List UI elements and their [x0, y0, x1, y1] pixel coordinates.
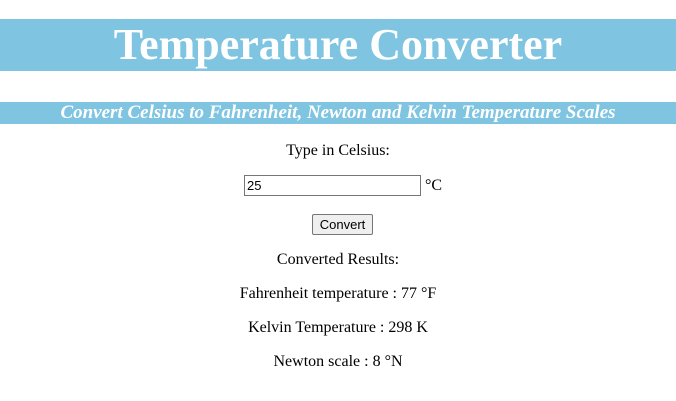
celsius-input-row: °C: [244, 175, 442, 196]
subtitle-banner: Convert Celsius to Fahrenheit, Newton an…: [0, 102, 676, 124]
celsius-input[interactable]: [244, 175, 421, 196]
celsius-prompt-label: Type in Celsius:: [286, 142, 390, 159]
title-banner: Temperature Converter: [0, 19, 676, 71]
fahrenheit-result: Fahrenheit temperature : 77 °F: [239, 285, 437, 302]
kelvin-result: Kelvin Temperature : 298 K: [248, 319, 428, 336]
page-subtitle: Convert Celsius to Fahrenheit, Newton an…: [60, 102, 616, 123]
celsius-unit-label: °C: [425, 176, 443, 194]
results-heading: Converted Results:: [276, 251, 400, 268]
newton-result: Newton scale : 8 °N: [273, 353, 403, 370]
convert-button[interactable]: Convert: [312, 214, 373, 235]
page-title: Temperature Converter: [113, 20, 563, 69]
